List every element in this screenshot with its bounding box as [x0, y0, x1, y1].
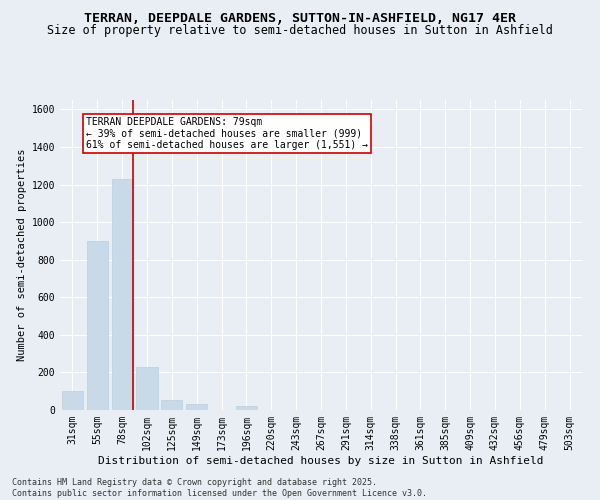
- Bar: [112, 179, 133, 410]
- Bar: [161, 400, 182, 410]
- Bar: [87, 241, 108, 410]
- Text: Size of property relative to semi-detached houses in Sutton in Ashfield: Size of property relative to semi-detach…: [47, 24, 553, 37]
- Text: TERRAN, DEEPDALE GARDENS, SUTTON-IN-ASHFIELD, NG17 4ER: TERRAN, DEEPDALE GARDENS, SUTTON-IN-ASHF…: [84, 12, 516, 26]
- Bar: [186, 404, 207, 410]
- Bar: [236, 406, 257, 410]
- Y-axis label: Number of semi-detached properties: Number of semi-detached properties: [17, 149, 28, 361]
- Text: Contains HM Land Registry data © Crown copyright and database right 2025.
Contai: Contains HM Land Registry data © Crown c…: [12, 478, 427, 498]
- Text: TERRAN DEEPDALE GARDENS: 79sqm
← 39% of semi-detached houses are smaller (999)
6: TERRAN DEEPDALE GARDENS: 79sqm ← 39% of …: [86, 117, 368, 150]
- Bar: [62, 391, 83, 410]
- X-axis label: Distribution of semi-detached houses by size in Sutton in Ashfield: Distribution of semi-detached houses by …: [98, 456, 544, 466]
- Bar: [136, 367, 158, 410]
